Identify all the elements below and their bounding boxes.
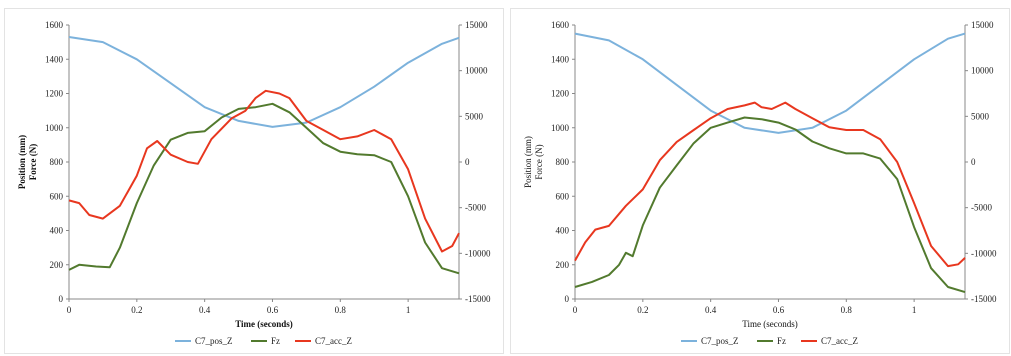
x-tick-label: 0.6: [773, 305, 785, 315]
x-tick-label: 0: [573, 305, 578, 315]
y-tick-label-right: -5000: [971, 203, 992, 213]
y-tick-label-right: 15000: [971, 20, 994, 30]
chart-panel-right: 0 200 400 600 800 1000 1200 1400 1600 -15000 -1000…: [510, 8, 1010, 354]
legend-label: C7_acc_Z: [315, 336, 352, 346]
y-axis-label-left: Force (N): [534, 144, 544, 179]
y-tick-label-left: 1400: [551, 54, 570, 64]
y-axis-label-left: Position (mm): [523, 136, 533, 188]
y-tick-label-left: 1600: [551, 20, 570, 30]
x-tick-label: 1: [912, 305, 917, 315]
chart-right: 0 200 400 600 800 1000 1200 1400 1600 -15000 -1000…: [523, 20, 997, 346]
y-tick-label-left: 600: [50, 191, 64, 201]
chart-panel-left: 0 200 400 600 800 1000 1200 1400 1600 -15000 -1000…: [4, 8, 504, 354]
legend-label: C7_acc_Z: [821, 336, 858, 346]
chart-left: 0 200 400 600 800 1000 1200 1400 1600 -15000 -1000…: [17, 20, 491, 346]
y-tick-label-left: 800: [556, 157, 570, 167]
x-tick-label: 0.4: [199, 305, 211, 315]
legend-label: C7_pos_Z: [701, 336, 739, 346]
legend-label: Fz: [271, 336, 280, 346]
series-line-Fz: [574, 116, 966, 294]
legend-label: C7_pos_Z: [195, 336, 233, 346]
y-tick-label-left: 200: [50, 260, 64, 270]
y-tick-label-left: 400: [556, 226, 570, 236]
y-tick-label-right: -15000: [465, 294, 491, 304]
y-tick-label-right: 15000: [465, 20, 488, 30]
y-tick-label-right: -10000: [465, 248, 491, 258]
y-tick-label-left: 0: [59, 294, 64, 304]
y-tick-label-left: 1200: [45, 89, 64, 99]
x-tick-label: 0.2: [131, 305, 142, 315]
y-tick-label-right: 5000: [465, 111, 484, 121]
x-tick-label: 0.6: [267, 305, 279, 315]
series-line-C7_pos_Z: [68, 36, 460, 128]
series-line-C7_acc_Z: [68, 89, 460, 253]
x-tick-label: 0.2: [637, 305, 648, 315]
y-tick-label-right: -5000: [465, 203, 486, 213]
legend-label: Fz: [777, 336, 786, 346]
series-line-C7_acc_Z: [574, 101, 966, 268]
x-axis-label: Time (seconds): [742, 319, 797, 329]
y-tick-label-right: 0: [465, 157, 470, 167]
y-tick-label-left: 1000: [551, 123, 570, 133]
x-axis-label: Time (seconds): [235, 319, 293, 329]
x-tick-label: 0.8: [335, 305, 347, 315]
y-axis-label-left: Position (mm): [17, 135, 27, 189]
x-tick-label: 0: [67, 305, 72, 315]
y-tick-label-left: 1200: [551, 89, 570, 99]
y-tick-label-right: -15000: [971, 294, 997, 304]
x-tick-label: 0.4: [705, 305, 717, 315]
y-tick-label-left: 200: [556, 260, 570, 270]
y-axis-label-left: Force (N): [28, 144, 38, 181]
x-tick-label: 0.8: [841, 305, 853, 315]
y-tick-label-left: 1000: [45, 123, 64, 133]
y-tick-label-left: 800: [50, 157, 64, 167]
y-tick-label-left: 400: [50, 226, 64, 236]
y-tick-label-right: 10000: [465, 66, 488, 76]
y-tick-label-right: 0: [971, 157, 976, 167]
y-tick-label-left: 0: [565, 294, 570, 304]
series-line-C7_pos_Z: [574, 32, 966, 134]
y-tick-label-right: -10000: [971, 248, 997, 258]
y-tick-label-right: 5000: [971, 111, 990, 121]
y-tick-label-left: 600: [556, 191, 570, 201]
x-tick-label: 1: [406, 305, 411, 315]
y-tick-label-right: 10000: [971, 66, 994, 76]
y-tick-label-left: 1400: [45, 54, 64, 64]
series-line-Fz: [68, 102, 460, 275]
y-tick-label-left: 1600: [45, 20, 64, 30]
